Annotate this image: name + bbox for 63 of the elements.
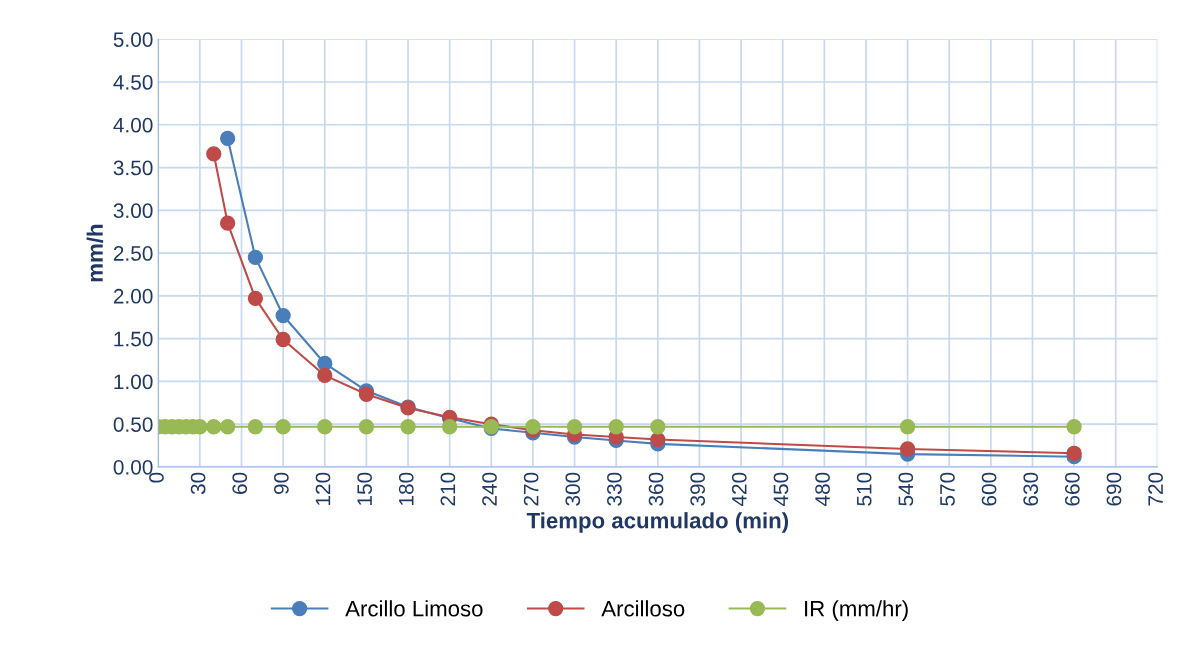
x-tick-label: 690 xyxy=(1106,472,1122,506)
point xyxy=(275,331,291,348)
y-tick-label: 5.00 xyxy=(113,32,153,47)
point xyxy=(442,419,458,435)
point xyxy=(206,146,222,162)
point xyxy=(247,249,264,266)
x-tick-label: 330 xyxy=(607,472,622,506)
legend-label: IR (mm/hr) xyxy=(805,600,908,621)
x-axis-title: Tiempo acumulado (min) xyxy=(526,512,789,533)
x-tick-label: 30 xyxy=(190,472,206,495)
x-tick-label: 660 xyxy=(1064,472,1080,506)
point xyxy=(317,419,333,435)
point xyxy=(650,419,666,435)
x-tick-label: 480 xyxy=(815,472,830,507)
x-tick-label: 420 xyxy=(731,472,747,507)
point xyxy=(899,441,916,457)
x-tick-label: 120 xyxy=(315,472,331,505)
x-tick-label: 630 xyxy=(1023,472,1039,506)
x-tick-label: 300 xyxy=(565,472,581,506)
x-tick-label: 60 xyxy=(232,472,248,494)
point xyxy=(566,419,583,435)
y-axis-title: mm/h xyxy=(86,224,104,282)
point xyxy=(358,419,375,435)
x-tick-label: 180 xyxy=(398,472,414,505)
point xyxy=(219,130,236,147)
y-tick-label: 1.50 xyxy=(114,331,153,347)
x-tick-label: 360 xyxy=(648,472,664,506)
point xyxy=(275,419,291,435)
x-tick-label: 450 xyxy=(773,472,789,507)
point xyxy=(275,307,291,324)
y-tick-label: 4.00 xyxy=(113,117,153,133)
point xyxy=(400,419,416,435)
x-tick-label: 600 xyxy=(981,472,997,506)
y-tick-label: 0.50 xyxy=(113,417,153,432)
x-tick-label: 720 xyxy=(1148,472,1163,506)
y-tick-label: 2.50 xyxy=(113,246,153,261)
point xyxy=(608,419,624,435)
x-tick-label: 390 xyxy=(690,472,706,506)
legend-label: Arcillo Limoso xyxy=(345,600,483,617)
y-tick-label: 2.00 xyxy=(113,288,153,304)
x-tick-label: 90 xyxy=(273,472,289,495)
point xyxy=(317,367,333,384)
x-tick-label: 240 xyxy=(482,472,497,506)
point xyxy=(1066,445,1082,461)
point xyxy=(899,419,916,435)
point xyxy=(247,290,264,307)
point xyxy=(1066,419,1082,435)
x-tick-label: 570 xyxy=(940,472,955,506)
x-tick-label: 150 xyxy=(357,472,372,505)
x-tick-label: 210 xyxy=(440,472,456,506)
x-tick-label: 540 xyxy=(898,472,914,506)
point xyxy=(219,419,236,435)
y-tick-label: 3.50 xyxy=(113,160,153,176)
y-tick-label: 1.00 xyxy=(114,374,153,390)
y-tick-label: 3.00 xyxy=(113,203,153,219)
x-tick-label: 270 xyxy=(523,472,539,506)
x-tick-label: 510 xyxy=(856,472,872,506)
point xyxy=(650,431,666,448)
point xyxy=(247,419,264,435)
y-tick-label: 4.50 xyxy=(113,75,153,90)
point xyxy=(206,419,222,435)
legend-label: Arcilloso xyxy=(601,600,685,617)
point xyxy=(219,215,236,231)
